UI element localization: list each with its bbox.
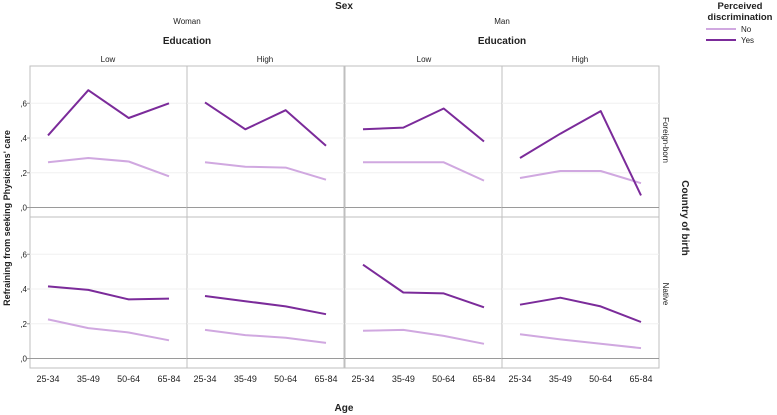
series-line-no-r1-c2 [362, 328, 485, 345]
x-tick-label: 50-64 [274, 374, 297, 384]
series-line-no-r1-c3 [519, 333, 642, 350]
x-tick-label: 25-34 [508, 374, 531, 384]
series-line-yes-r0-c0 [47, 89, 170, 137]
x-tick-label: 50-64 [589, 374, 612, 384]
series-line-yes-r1-c2 [362, 263, 485, 309]
panels-group: ,0 ,2 ,4 ,6 ,0 ,2 ,4 ,6 25-34 35-49 50-64 65-84 25-3… [20, 65, 660, 384]
legend-title-line-1: Perceived [718, 1, 763, 12]
education-level-woman-low: Low [101, 55, 116, 64]
education-title-woman: Education [163, 36, 211, 47]
series-line-yes-r0-c2 [362, 107, 485, 143]
panel-frame-r1-c1 [186, 216, 345, 369]
y-tick-label: ,4 [20, 285, 27, 294]
column-facet-woman: Woman [173, 17, 200, 26]
y-tick-label: ,2 [20, 169, 27, 178]
row-facet-label-native: Native [661, 283, 670, 306]
x-tick-label: 25-34 [351, 374, 374, 384]
series-line-no-r1-c0 [47, 318, 170, 342]
series-line-yes-r0-c1 [204, 101, 327, 147]
education-level-woman-high: High [257, 55, 273, 64]
y-tick-label: ,6 [20, 99, 27, 108]
y-axis-label: Refraining from seeking Physicians' care [2, 130, 12, 306]
series-line-yes-r0-c3 [519, 110, 642, 196]
series-line-no-r0-c1 [204, 161, 327, 181]
x-tick-label: 65-84 [472, 374, 495, 384]
x-tick-label: 65-84 [157, 374, 180, 384]
y-tick-label: ,0 [20, 204, 27, 213]
x-tick-label: 50-64 [117, 374, 140, 384]
x-tick-label: 65-84 [629, 374, 652, 384]
education-title-man: Education [478, 36, 526, 47]
panel-frame-r1-c3 [501, 216, 660, 369]
series-line-no-r0-c2 [363, 161, 485, 182]
x-tick-label: 35-49 [234, 374, 257, 384]
legend-label-no: No [741, 25, 752, 34]
x-tick-label: 35-49 [549, 374, 572, 384]
x-tick-label: 35-49 [77, 374, 100, 384]
legend: Perceived discrimination No Yes [706, 1, 773, 45]
y-tick-label: ,2 [20, 320, 27, 329]
series-line-yes-r1-c0 [47, 285, 170, 301]
y-tick-label: ,0 [20, 355, 27, 364]
x-tick-label: 25-34 [36, 374, 59, 384]
panel-frame-r1-c0 [29, 216, 188, 369]
education-level-man-low: Low [417, 55, 432, 64]
panel-frame-r0-c3 [501, 65, 660, 218]
series-line-no-r0-c0 [47, 157, 170, 178]
x-axis-label: Age [335, 403, 354, 414]
y-tick-label: ,4 [20, 134, 27, 143]
series-line-yes-r1-c1 [204, 295, 327, 316]
x-tick-label: 50-64 [432, 374, 455, 384]
y-tick-label: ,6 [20, 250, 27, 259]
series-line-yes-r1-c3 [519, 296, 642, 323]
education-level-man-high: High [572, 55, 588, 64]
row-facet-title: Country of birth [679, 180, 690, 256]
legend-label-yes: Yes [741, 36, 754, 45]
panel-frame-r0-c2 [344, 65, 503, 218]
series-line-no-r0-c3 [519, 170, 642, 185]
series-line-no-r1-c1 [204, 328, 327, 344]
x-tick-label: 25-34 [193, 374, 216, 384]
chart-title: Sex [335, 1, 353, 12]
row-facet-label-foreign-born: Foreign-born [661, 117, 670, 163]
legend-title-line-2: discrimination [708, 12, 773, 23]
x-tick-label: 35-49 [392, 374, 415, 384]
column-facet-man: Man [494, 17, 510, 26]
x-tick-label: 65-84 [314, 374, 337, 384]
panel-frame-r0-c0 [29, 65, 188, 218]
